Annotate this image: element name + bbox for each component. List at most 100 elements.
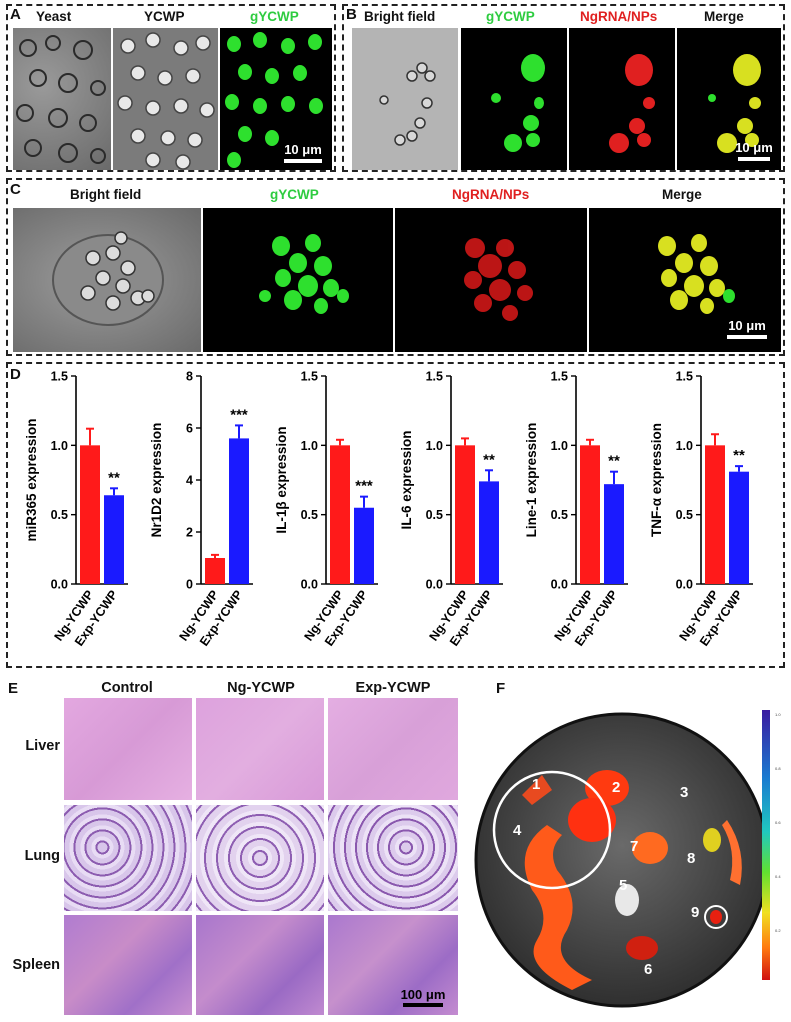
colorbar-ticks: 1.0 0.8 0.6 0.4 0.2 [775,712,789,986]
b-label-merge: Merge [704,9,744,24]
bar-exp-ycwp [104,495,124,584]
bar-ng-ycwp [80,445,100,584]
row-liver: Liver [25,738,60,754]
bar-exp-ycwp [479,481,499,584]
panel-c-brightfield [13,208,201,352]
panel-c-ngrna [395,208,587,352]
c-label-merge: Merge [662,187,702,202]
histo-lung-control [64,805,192,911]
y-tick-label: 0.0 [551,578,568,592]
organ-label-3: 3 [680,784,689,801]
panel-d-frame [6,362,785,668]
col-ng-ycwp: Ng-YCWP [227,680,295,696]
y-axis-label: miR365 expression [24,418,39,541]
y-tick-label: 0.0 [301,578,318,592]
yeast-image [13,28,111,170]
cbar-tick: 1.0 [775,712,781,717]
ycwp-image [113,28,218,170]
col-exp-ycwp: Exp-YCWP [355,680,431,696]
y-tick-label: 1.5 [301,370,318,384]
y-tick-label: 6 [186,422,193,436]
panel-c-merge: 10 μm [589,208,781,352]
y-tick-label: 1.0 [51,439,68,453]
row-spleen: Spleen [12,957,60,973]
bar-exp-ycwp [229,438,249,584]
panel-b-gycwp [461,28,567,170]
b-merge-signal [708,54,761,153]
c-brightfield-cells [52,231,164,326]
c-label-gycwp: gYCWP [270,187,319,202]
scale-bar-b: 10 μm [729,140,779,161]
panel-f-letter: F [496,680,506,697]
panel-c-frame [6,178,785,356]
y-tick-label: 1.5 [426,370,443,384]
highlight-circle-4 [492,770,612,890]
histo-spleen-exp: 100 μm [328,915,458,1015]
y-tick-label: 1.0 [551,439,568,453]
y-tick-label: 0.5 [551,508,568,522]
organ-label-9: 9 [691,904,700,921]
scale-bar-c-line [727,335,767,339]
scale-bar-b-line [738,157,770,161]
histo-spleen-ng [196,915,324,1015]
organ-label-5: 5 [619,877,628,894]
histo-spleen-control [64,915,192,1015]
y-tick-label: 0.0 [51,578,68,592]
scale-bar-a-line [284,159,322,163]
scale-bar-c: 10 μm [717,318,777,339]
histo-lung-exp [328,805,458,911]
colorbar [762,710,770,980]
panel-c-gycwp [203,208,393,352]
organ-label-4: 4 [513,822,522,839]
scale-bar-c-label: 10 μm [728,318,766,333]
panel-a-frame [6,4,336,172]
bar-ng-ycwp [580,445,600,584]
organ-label-2: 2 [612,779,621,796]
organ-label-1: 1 [532,776,541,793]
y-tick-label: 0.0 [426,578,443,592]
bar-exp-ycwp [604,484,624,584]
y-tick-label: 0 [186,578,193,592]
c-ngrna-signal [464,238,533,321]
c-gycwp-cells [259,234,349,314]
organ-signals [522,770,742,990]
bar-exp-ycwp [354,507,374,584]
panel-e-letter: E [8,680,19,697]
histo-liver-exp [328,698,458,800]
significance-label: ** [483,451,495,468]
histo-liver-ng [196,698,324,800]
panel-b-frame [342,4,785,172]
row-lung: Lung [24,848,60,864]
y-axis-label: IL-6 expression [399,430,414,529]
label-gycwp: gYCWP [250,9,299,24]
scale-bar-e-line [403,1003,443,1007]
label-yeast: Yeast [36,9,72,24]
cbar-tick: 0.6 [775,820,781,825]
label-ycwp: YCWP [144,9,185,24]
bar-ng-ycwp [455,445,475,584]
b-label-brightfield: Bright field [364,9,436,24]
c-label-ngrna: NgRNA/NPs [452,187,530,202]
panel-a-letter: A [10,6,21,23]
histo-liver-control [64,698,192,800]
panel-c-letter: C [10,181,21,198]
y-tick-label: 2 [186,526,193,540]
imaging-dish [472,700,791,1022]
y-tick-label: 4 [186,474,193,488]
bar-exp-ycwp [729,471,749,584]
scale-bar-a-label: 10 μm [284,142,322,157]
c-label-brightfield: Bright field [70,187,142,202]
scale-bar-a: 10 μm [278,142,328,163]
bar-ng-ycwp [330,445,350,584]
y-tick-label: 0.5 [51,508,68,522]
highlight-circle-9 [704,905,728,929]
cbar-tick: 0.8 [775,766,781,771]
significance-label: ** [108,469,120,486]
organ-label-6: 6 [644,961,653,978]
panel-d-letter: D [10,366,21,383]
b-brightfield-cells [379,62,436,146]
b-ngrna-signal [609,54,655,153]
b-gycwp-cells [491,54,545,152]
gycwp-cells [225,32,323,168]
